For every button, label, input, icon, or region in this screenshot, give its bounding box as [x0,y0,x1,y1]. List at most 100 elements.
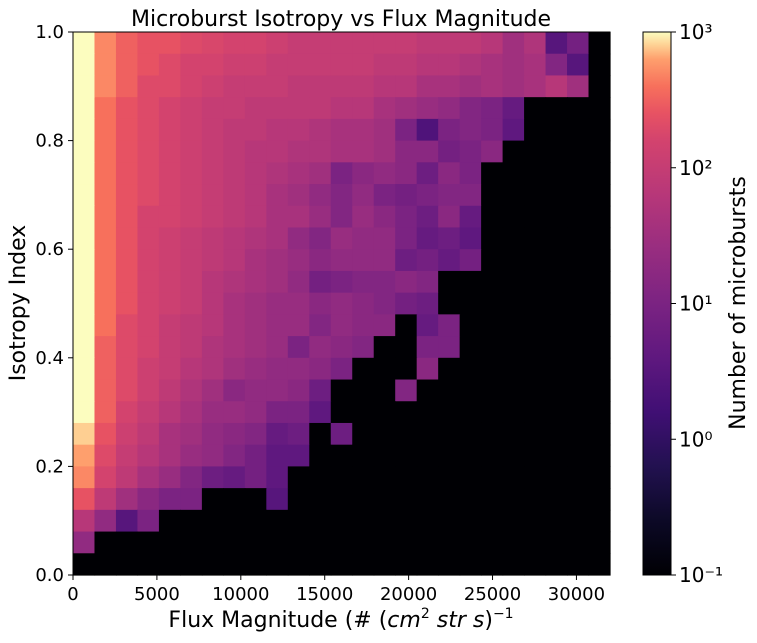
heatmap-cell [201,140,224,163]
heatmap-cell [373,444,396,467]
heatmap-cell [416,53,439,77]
heatmap-cell [180,401,203,424]
heatmap-cell [545,422,568,446]
heatmap-cell [567,32,590,55]
plot-frame [72,31,611,576]
heatmap-cell [545,357,568,381]
heatmap-cell [395,162,418,185]
chart-title: Microburst Isotropy vs Flux Magnitude [131,7,551,32]
heatmap-cell [137,466,160,489]
heatmap-cell [395,336,418,359]
heatmap-cell [545,184,568,207]
colorbar [642,31,672,576]
heatmap-cell [201,227,224,250]
heatmap-cell [416,379,439,402]
heatmap-cell [352,162,375,185]
heatmap-cell [352,466,375,489]
heatmap-cell [481,401,504,424]
heatmap-cell [438,531,461,554]
heatmap-cell [395,422,418,446]
heatmap-cell [115,401,139,424]
heatmap-cell [201,488,224,511]
heatmap-cell [438,466,461,489]
y-axis: 0.0 0.2 0.4 0.6 0.8 1.0 [35,22,73,586]
heatmap-cell [588,379,611,402]
heatmap-cell [180,53,203,77]
heatmap-cell [201,357,224,381]
heatmap-cell [180,531,203,554]
heatmap-cell [94,184,117,207]
heatmap-cell [223,292,246,315]
heatmap-cell [137,336,160,359]
heatmap-cell [73,314,96,337]
y-tick-label: 0.4 [35,348,64,369]
heatmap-cell [481,118,504,142]
heatmap-cell [158,162,181,185]
heatmap-cell [545,53,568,77]
heatmap-cell [588,97,611,120]
heatmap-cell [137,314,160,337]
heatmap-cell [438,162,461,185]
heatmap-cell [309,314,332,337]
heatmap-cell [287,249,310,272]
heatmap-cell [373,162,396,185]
heatmap-cell [244,466,267,489]
heatmap-cell [438,118,461,142]
heatmap-cell [180,249,203,272]
heatmap-cell [330,357,353,381]
heatmap-cell [524,270,547,294]
heatmap-cell [244,314,267,337]
heatmap-cell [395,53,418,77]
colorbar-tick-label: 10³ [679,20,712,44]
heatmap-cell [588,184,611,207]
heatmap-cell [524,444,547,467]
heatmap-cell [395,292,418,315]
heatmap-cell [223,357,246,381]
heatmap-cell [266,336,289,359]
heatmap-cell [502,401,525,424]
heatmap-cell [524,531,547,554]
heatmap-cell [137,32,160,55]
heatmap-cell [158,401,181,424]
heatmap-cell [330,249,353,272]
heatmap-cell [266,32,289,55]
heatmap-cell [481,336,504,359]
heatmap-cell [223,97,246,120]
heatmap-cell [223,184,246,207]
heatmap-cell [545,140,568,163]
heatmap-cell [524,314,547,337]
heatmap-cell [416,531,439,554]
heatmap-cell [180,184,203,207]
heatmap-cell [395,553,418,576]
heatmap-cell [416,97,439,120]
heatmap-cell [287,270,310,294]
heatmap-cell [309,205,332,229]
heatmap-cell [438,553,461,576]
heatmap-cell [201,205,224,229]
heatmap-cell [373,488,396,511]
heatmap-cell [330,118,353,142]
heatmap-cell [266,270,289,294]
heatmap-cell [416,488,439,511]
heatmap-cell [567,509,590,533]
heatmap-cell [266,466,289,489]
heatmap-cell [438,314,461,337]
heatmap-cell [137,270,160,294]
heatmap-cell [502,53,525,77]
heatmap-cell [223,162,246,185]
heatmap-cell [158,118,181,142]
heatmap-cell [502,205,525,229]
heatmap-cell [73,227,96,250]
heatmap-cell [524,53,547,77]
heatmap-cell [481,227,504,250]
heatmap-cell [137,553,160,576]
heatmap-cell [309,553,332,576]
heatmap-cell [73,270,96,294]
heatmap-cell [201,292,224,315]
heatmap-cell [330,531,353,554]
heatmap-cell [330,205,353,229]
heatmap-cell [244,97,267,120]
heatmap-cell [524,32,547,55]
heatmap-cell [266,53,289,77]
heatmap-cell [502,227,525,250]
